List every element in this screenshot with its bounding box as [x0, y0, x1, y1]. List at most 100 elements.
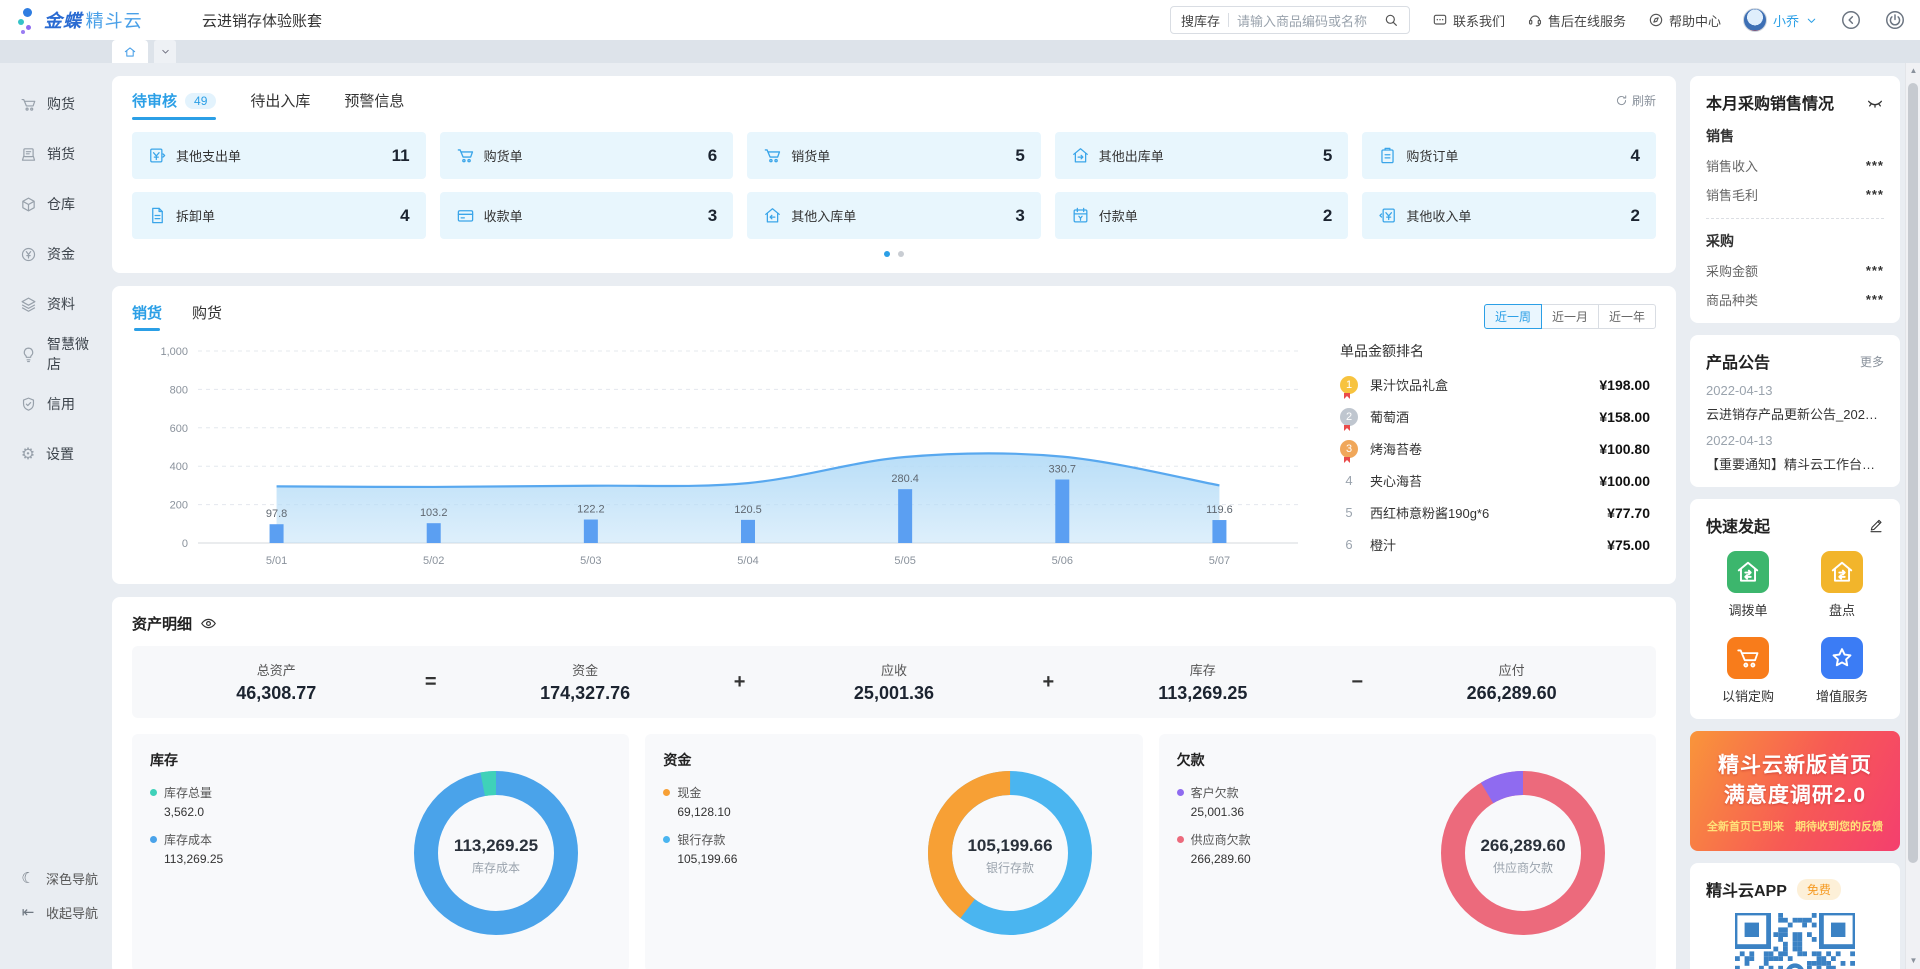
cart-icon	[763, 146, 782, 165]
svg-text:97.8: 97.8	[266, 508, 287, 520]
donut-card-欠款: 欠款客户欠款25,001.36供应商欠款266,289.60266,289.60…	[1159, 734, 1656, 969]
quick-launch-盘点[interactable]: 盘点	[1821, 551, 1863, 619]
help-center-link[interactable]: 帮助中心	[1648, 11, 1721, 30]
todo-card-付款单[interactable]: 付款单2	[1055, 192, 1349, 239]
todo-card-其他支出单[interactable]: 其他支出单11	[132, 132, 426, 179]
todo-card-label: 其他入库单	[791, 206, 856, 225]
ranking-row[interactable]: 2葡萄酒¥158.00	[1340, 407, 1650, 426]
todo-card-count: 5	[1015, 146, 1024, 166]
home-tab[interactable]	[112, 40, 148, 63]
tab-list-dropdown[interactable]	[154, 40, 176, 63]
todo-tab-待审核[interactable]: 待审核49	[132, 90, 216, 120]
pencil-edit-icon[interactable]	[1868, 517, 1884, 533]
summary-section-采购: 采购	[1706, 231, 1884, 251]
sidebar-footer-collapse-nav[interactable]: ⇤收起导航	[0, 895, 100, 929]
svg-text:800: 800	[170, 384, 188, 396]
ranking-row[interactable]: 4夹心海苔¥100.00	[1340, 471, 1650, 490]
quick-launch-调拨单[interactable]: 调拨单	[1727, 551, 1769, 619]
announcements-more-link[interactable]: 更多	[1860, 353, 1884, 370]
ranking-row[interactable]: 3烤海苔卷¥100.80	[1340, 439, 1650, 458]
todo-card-其他收入单[interactable]: 其他收入单2	[1362, 192, 1656, 239]
ranking-item-name: 夹心海苔	[1370, 471, 1589, 490]
summary-label: 采购金额	[1706, 261, 1758, 280]
trend-tab-销货[interactable]: 销货	[132, 302, 162, 331]
sidebar-footer-dark-nav[interactable]: ☾深色导航	[0, 861, 100, 895]
legend-dot	[150, 836, 157, 843]
todo-tab-待出入库[interactable]: 待出入库	[250, 90, 310, 120]
range-button-近一年[interactable]: 近一年	[1598, 304, 1656, 329]
user-account-menu[interactable]: 小乔	[1743, 8, 1818, 32]
todo-card-count: 11	[392, 146, 410, 166]
pagination-dot[interactable]	[898, 251, 904, 257]
summary-divider	[1706, 218, 1884, 219]
todo-card-label: 其他出库单	[1099, 146, 1164, 165]
todo-card-收款单[interactable]: 收款单3	[440, 192, 734, 239]
house-in-icon	[763, 206, 782, 225]
back-to-old-version-button[interactable]	[1840, 9, 1862, 31]
sidebar-item-仓库[interactable]: 仓库	[0, 179, 100, 229]
todo-card-拆卸单[interactable]: 拆卸单4	[132, 192, 426, 239]
svg-text:银行存款: 银行存款	[986, 861, 1034, 875]
quick-launch-以销定购[interactable]: 以销定购	[1722, 637, 1774, 705]
range-button-近一月[interactable]: 近一月	[1541, 304, 1599, 329]
sidebar-item-label: 仓库	[47, 194, 75, 214]
scroll-down-arrow[interactable]: ▼	[1906, 953, 1920, 969]
sidebar-item-智慧微店[interactable]: 智慧微店	[0, 329, 100, 379]
scroll-up-arrow[interactable]: ▲	[1906, 63, 1920, 79]
cart-icon	[20, 96, 37, 113]
refresh-button[interactable]: 刷新	[1615, 92, 1656, 118]
todo-card-销货单[interactable]: 销货单5	[747, 132, 1041, 179]
sidebar-item-销货[interactable]: 销货	[0, 129, 100, 179]
after-sales-label: 售后在线服务	[1548, 11, 1626, 30]
svg-text:5/06: 5/06	[1052, 555, 1073, 567]
todo-card-购货订单[interactable]: 购货订单4	[1362, 132, 1656, 179]
announcement-link[interactable]: 【重要通知】精斗云工作台域...	[1706, 454, 1884, 473]
ranking-row[interactable]: 6橙汁¥75.00	[1340, 535, 1650, 554]
todo-card-其他出库单[interactable]: 其他出库单5	[1055, 132, 1349, 179]
rank-number: 5	[1340, 505, 1358, 520]
eye-icon[interactable]	[200, 615, 217, 632]
rank-number: 6	[1340, 537, 1358, 552]
inventory-search-input[interactable]: 搜库存 请输入商品编码或名称	[1170, 6, 1410, 34]
sidebar-item-资金[interactable]: 资金	[0, 229, 100, 279]
svg-text:5/02: 5/02	[423, 555, 444, 567]
summary-row-商品种类: 商品种类***	[1706, 290, 1884, 309]
banner-subtext: 全新首页已到来 期待收到您的反馈	[1707, 818, 1883, 834]
scrollbar-thumb[interactable]	[1908, 83, 1918, 863]
announcements-title: 产品公告	[1706, 349, 1770, 373]
trend-tabs: 销货 购货	[132, 302, 252, 331]
top-bar: 金蝶 精斗云 云进销存体验账套 搜库存 请输入商品编码或名称 联系我们 售后在线…	[0, 0, 1920, 40]
range-button-近一周[interactable]: 近一周	[1484, 304, 1542, 329]
trend-tab-购货[interactable]: 购货	[192, 302, 222, 331]
pagination-dot[interactable]	[884, 251, 890, 257]
eye-closed-icon[interactable]	[1866, 93, 1884, 111]
donut-card-row: 库存库存总量3,562.0库存成本113,269.25113,269.25库存成…	[132, 734, 1656, 969]
announcement-link[interactable]: 云进销存产品更新公告_20220...	[1706, 404, 1884, 423]
main-content: 待审核49待出入库预警信息 刷新 其他支出单11购货单6销货单5其他出库单5购货…	[100, 63, 1690, 969]
svg-text:0: 0	[182, 538, 188, 550]
ranking-row[interactable]: 5西红柿意粉酱190g*6¥77.70	[1340, 503, 1650, 522]
contact-us-link[interactable]: 联系我们	[1432, 11, 1505, 30]
search-icon[interactable]	[1383, 12, 1399, 28]
announcement-date: 2022-04-13	[1706, 433, 1884, 448]
todo-card-label: 购货单	[484, 146, 523, 165]
todo-card-购货单[interactable]: 购货单6	[440, 132, 734, 179]
summary-row-销售毛利: 销售毛利***	[1706, 185, 1884, 204]
todo-card-其他入库单[interactable]: 其他入库单3	[747, 192, 1041, 239]
svg-text:113,269.25: 113,269.25	[454, 836, 538, 855]
ranking-row[interactable]: 1果汁饮品礼盒¥198.00	[1340, 375, 1650, 394]
logout-power-button[interactable]	[1884, 9, 1906, 31]
sidebar-item-设置[interactable]: ⚙设置	[0, 429, 100, 479]
after-sales-service-link[interactable]: 售后在线服务	[1527, 11, 1626, 30]
sidebar-item-购货[interactable]: 购货	[0, 79, 100, 129]
todo-tab-预警信息[interactable]: 预警信息	[344, 90, 404, 120]
assets-formula-bar: 总资产46,308.77=资金174,327.76+应收25,001.36+库存…	[132, 646, 1656, 718]
sidebar-item-资料[interactable]: 资料	[0, 279, 100, 329]
survey-banner[interactable]: 精斗云新版首页 满意度调研2.0 全新首页已到来 期待收到您的反馈	[1690, 731, 1900, 851]
qr-code-svg	[1735, 913, 1855, 969]
brand-logo[interactable]: 金蝶 精斗云	[14, 7, 184, 33]
sidebar-item-信用[interactable]: 信用	[0, 379, 100, 429]
vertical-scrollbar[interactable]: ▲ ▼	[1905, 63, 1920, 969]
sidebar-item-label: 资金	[47, 244, 75, 264]
quick-launch-增值服务[interactable]: 增值服务	[1816, 637, 1868, 705]
